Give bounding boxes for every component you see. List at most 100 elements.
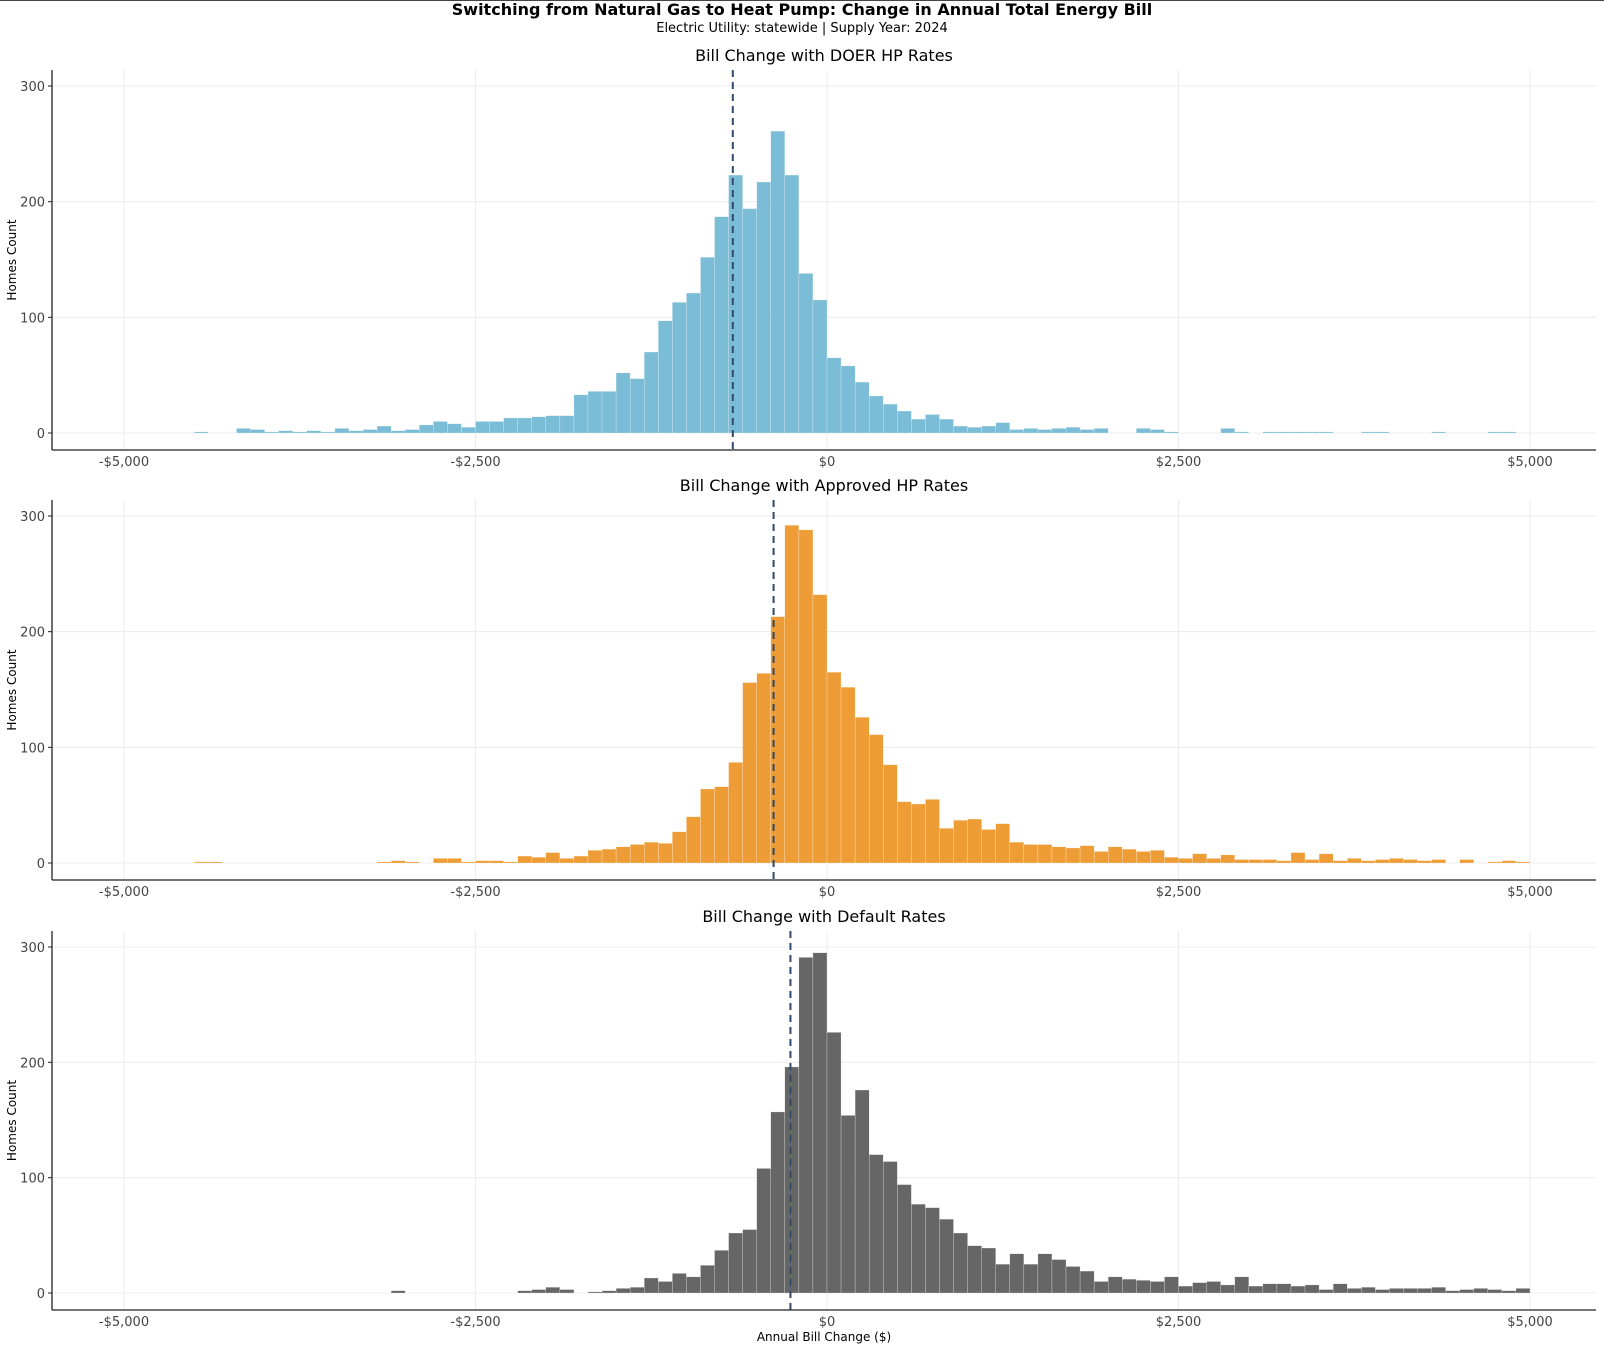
histogram-bar xyxy=(292,431,307,434)
histogram-bar xyxy=(1192,853,1207,864)
histogram-bar xyxy=(784,1066,800,1294)
y-tick-label: 0 xyxy=(37,1287,45,1302)
histogram-bar xyxy=(840,365,856,434)
histogram-bar xyxy=(405,861,420,864)
histogram-bar xyxy=(601,1290,617,1294)
histogram-bar xyxy=(390,1290,406,1294)
histogram-bar xyxy=(390,860,406,864)
histogram-bar xyxy=(1487,1289,1503,1294)
histogram-bar xyxy=(531,857,546,864)
histogram-bar xyxy=(1276,431,1292,434)
histogram-bar xyxy=(868,395,884,434)
histogram-bar xyxy=(419,424,434,434)
histogram-bar xyxy=(1122,848,1137,864)
histogram-bar xyxy=(390,430,406,434)
histogram-bar xyxy=(700,1265,715,1294)
histogram-bar xyxy=(1290,1285,1306,1294)
histogram-bar xyxy=(1107,846,1123,864)
histogram-bar xyxy=(1093,851,1109,864)
histogram-bar xyxy=(1501,1290,1517,1294)
histogram-bar xyxy=(1332,860,1348,864)
histogram-bar xyxy=(194,861,209,864)
histogram-bar xyxy=(1332,1283,1348,1294)
histogram-bar xyxy=(672,831,687,864)
histogram-bar xyxy=(1023,428,1039,434)
histogram-bar xyxy=(1389,1288,1404,1294)
histogram-bar xyxy=(1262,1283,1278,1294)
y-tick-label: 300 xyxy=(20,80,45,95)
histogram-bar xyxy=(461,861,476,864)
histogram-bar xyxy=(1361,431,1376,434)
histogram-bar xyxy=(967,1245,982,1294)
x-axis-label: Annual Bill Change ($) xyxy=(757,1330,891,1344)
histogram-bar xyxy=(686,292,701,434)
histogram-bar xyxy=(995,823,1010,864)
histogram-bar xyxy=(1107,1276,1123,1294)
y-tick-label: 200 xyxy=(20,1056,45,1071)
histogram-bar xyxy=(545,852,561,864)
histogram-bar xyxy=(939,828,954,864)
histogram-bar xyxy=(967,427,982,434)
x-tick-label: $2,500 xyxy=(1156,455,1202,470)
histogram-bar xyxy=(362,429,378,434)
histogram-bar xyxy=(854,717,870,864)
histogram-bar xyxy=(1318,1289,1334,1294)
histogram-bar xyxy=(925,1207,940,1294)
x-tick-label: $0 xyxy=(819,1315,836,1330)
histogram-bar xyxy=(995,1263,1010,1294)
histogram-bar xyxy=(1445,1290,1460,1294)
histogram-bar xyxy=(1220,1284,1235,1294)
histogram-bar xyxy=(461,427,476,434)
histogram-bar xyxy=(629,378,645,434)
histogram-bar xyxy=(1178,1285,1193,1294)
histogram-bar xyxy=(250,429,265,434)
histogram-bar xyxy=(1431,859,1446,864)
histogram-bar xyxy=(1347,1288,1362,1294)
histogram-bar xyxy=(1206,858,1221,864)
histogram-bar xyxy=(629,844,645,864)
histogram-bar xyxy=(1262,859,1278,864)
histogram-bar xyxy=(1318,853,1334,864)
histogram-bar xyxy=(1065,1266,1081,1294)
histogram-bar xyxy=(615,1288,631,1294)
histogram-bar xyxy=(1304,859,1320,864)
x-tick-label: -$2,500 xyxy=(450,1315,500,1330)
histogram-bar xyxy=(475,860,490,864)
histogram-bar xyxy=(644,1277,659,1294)
x-tick-label: $5,000 xyxy=(1507,1315,1553,1330)
y-axis-label: Homes Count xyxy=(5,1080,19,1161)
x-tick-label: $5,000 xyxy=(1507,885,1553,900)
histogram-bar xyxy=(433,421,448,434)
histogram-bar xyxy=(615,372,631,434)
histogram-bar xyxy=(1220,854,1235,864)
histogram-bar xyxy=(1164,857,1179,864)
histogram-bar xyxy=(1248,859,1264,864)
panel-title: Bill Change with Default Rates xyxy=(702,907,945,926)
histogram-bar xyxy=(376,861,392,864)
x-tick-label: $2,500 xyxy=(1156,885,1202,900)
panel-1: Bill Change with DOER HP Rates 0 100 200 300… xyxy=(5,46,1596,470)
histogram-bar xyxy=(1136,851,1151,864)
histogram-bar xyxy=(376,425,392,434)
histogram-bar xyxy=(405,429,420,434)
histogram-bar xyxy=(897,1184,912,1294)
histogram-bar xyxy=(1023,1263,1039,1294)
histogram-bar xyxy=(447,423,462,434)
histogram-bar xyxy=(1375,859,1390,864)
histogram-bar xyxy=(601,848,617,864)
histogram-bar xyxy=(756,181,771,434)
figure-subtitle: Electric Utility: statewide | Supply Yea… xyxy=(656,21,948,36)
histogram-bar xyxy=(1375,1289,1390,1294)
histogram-bar xyxy=(587,1291,603,1294)
y-tick-label: 100 xyxy=(20,311,45,326)
histogram-bar xyxy=(1304,431,1320,434)
histogram-bar xyxy=(939,418,954,434)
histogram-bar xyxy=(911,1203,926,1294)
histogram-bar xyxy=(644,351,659,434)
histogram-bar xyxy=(1051,846,1067,864)
histogram-bar xyxy=(883,764,898,864)
histogram-bar xyxy=(854,381,870,434)
histogram-bar xyxy=(883,1161,898,1294)
histogram-bar xyxy=(1473,1288,1489,1294)
histogram-bar xyxy=(1079,429,1095,434)
